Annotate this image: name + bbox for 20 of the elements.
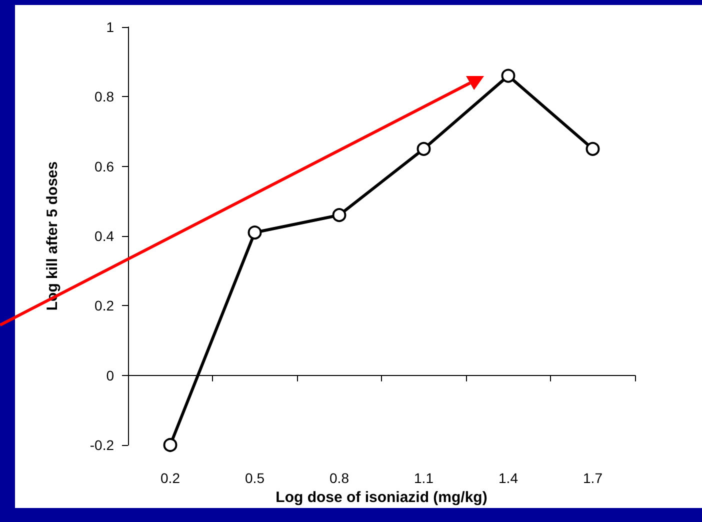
point xyxy=(332,208,346,222)
y-tick-label: 0.6 xyxy=(94,158,114,174)
y-tick-label: -0.2 xyxy=(90,437,114,453)
x-tick-label: 1.1 xyxy=(414,470,434,486)
y-tick-label: 0.4 xyxy=(94,228,114,244)
point xyxy=(501,68,516,83)
point xyxy=(163,438,178,452)
point xyxy=(586,142,600,156)
x-tick-label: 0.8 xyxy=(330,470,350,486)
y-tick-label: 1 xyxy=(106,19,114,35)
x-tick-label: 1.7 xyxy=(583,470,603,486)
x-tick-label: 1.4 xyxy=(498,470,518,486)
point xyxy=(416,142,431,156)
x-tick-label: 0.2 xyxy=(160,470,180,486)
x-axis-title: Log dose of isoniazid (mg/kg) xyxy=(276,488,488,506)
point xyxy=(248,226,262,240)
y-tick-label: 0 xyxy=(106,367,114,384)
y-tick-label: 0.2 xyxy=(94,298,114,314)
y-tick-label: 0.8 xyxy=(94,88,114,105)
x-tick-label: 0.5 xyxy=(245,470,265,486)
